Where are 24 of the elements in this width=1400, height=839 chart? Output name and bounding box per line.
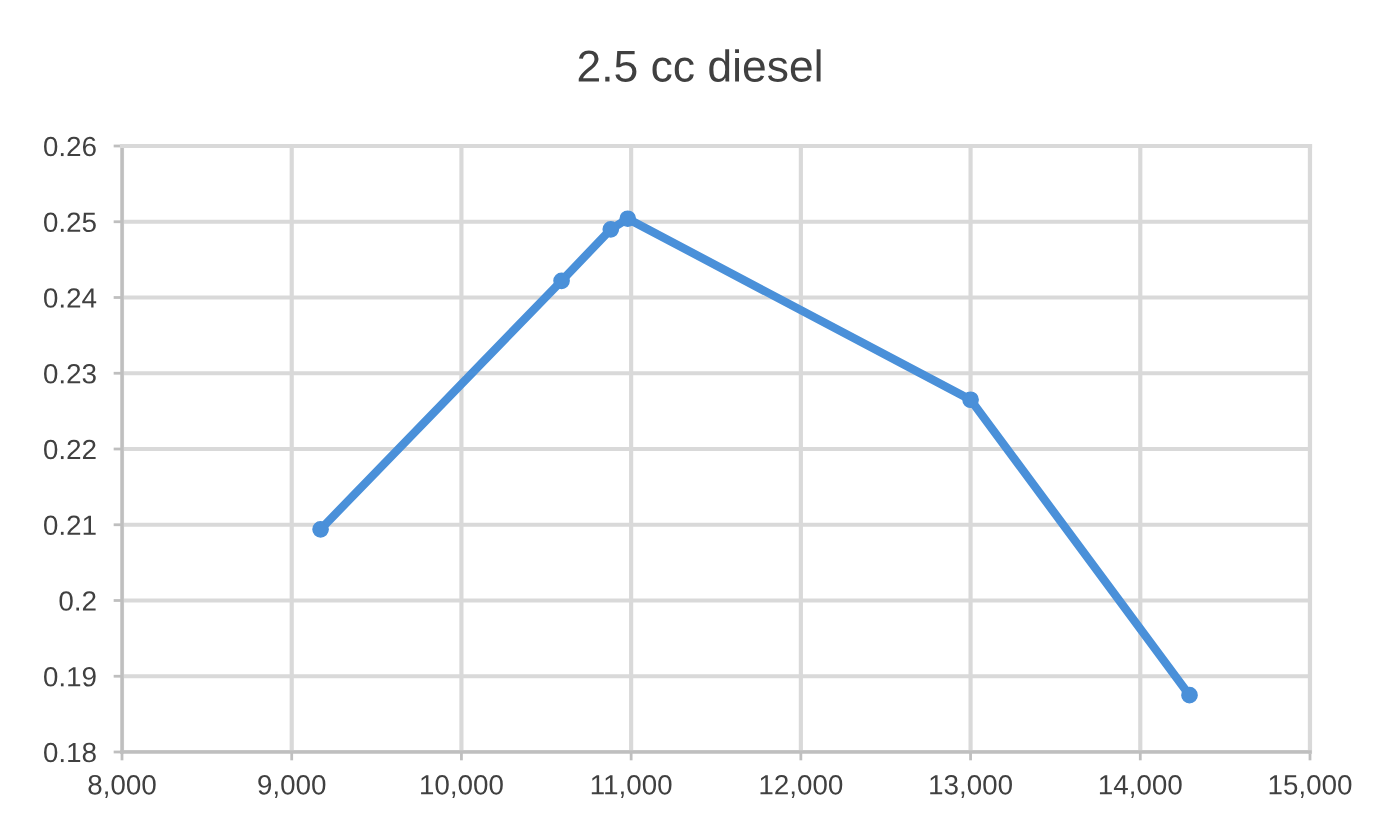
y-tick-label: 0.2	[59, 591, 96, 611]
point	[619, 210, 637, 228]
point	[553, 272, 570, 290]
point	[312, 520, 329, 538]
y-tick-label: 0.18	[44, 742, 96, 763]
y-tick-label: 0.19	[44, 666, 96, 687]
x-tick-label: 14,000	[1099, 774, 1182, 798]
point	[602, 220, 620, 238]
y-tick-label: 0.24	[44, 288, 97, 308]
y-tick-label: 0.23	[44, 363, 96, 384]
y-tick-label: 0.25	[44, 212, 96, 233]
point	[1181, 686, 1198, 704]
y-tick-label: 0.21	[44, 515, 96, 536]
x-tick-label: 15,000	[1269, 774, 1352, 798]
x-tick-label: 13,000	[930, 774, 1012, 798]
x-tick-label: 12,000	[760, 774, 843, 798]
x-tick-label: 10,000	[421, 774, 503, 798]
y-tick-label: 0.22	[44, 439, 96, 460]
x-tick-label: 9,000	[258, 774, 326, 798]
x-tick-label: 8,000	[88, 774, 156, 798]
x-tick-label: 11,000	[591, 774, 672, 798]
point	[962, 391, 979, 409]
chart-title: 2.5 cc diesel	[578, 49, 821, 82]
y-tick-label: 0.26	[44, 136, 96, 157]
